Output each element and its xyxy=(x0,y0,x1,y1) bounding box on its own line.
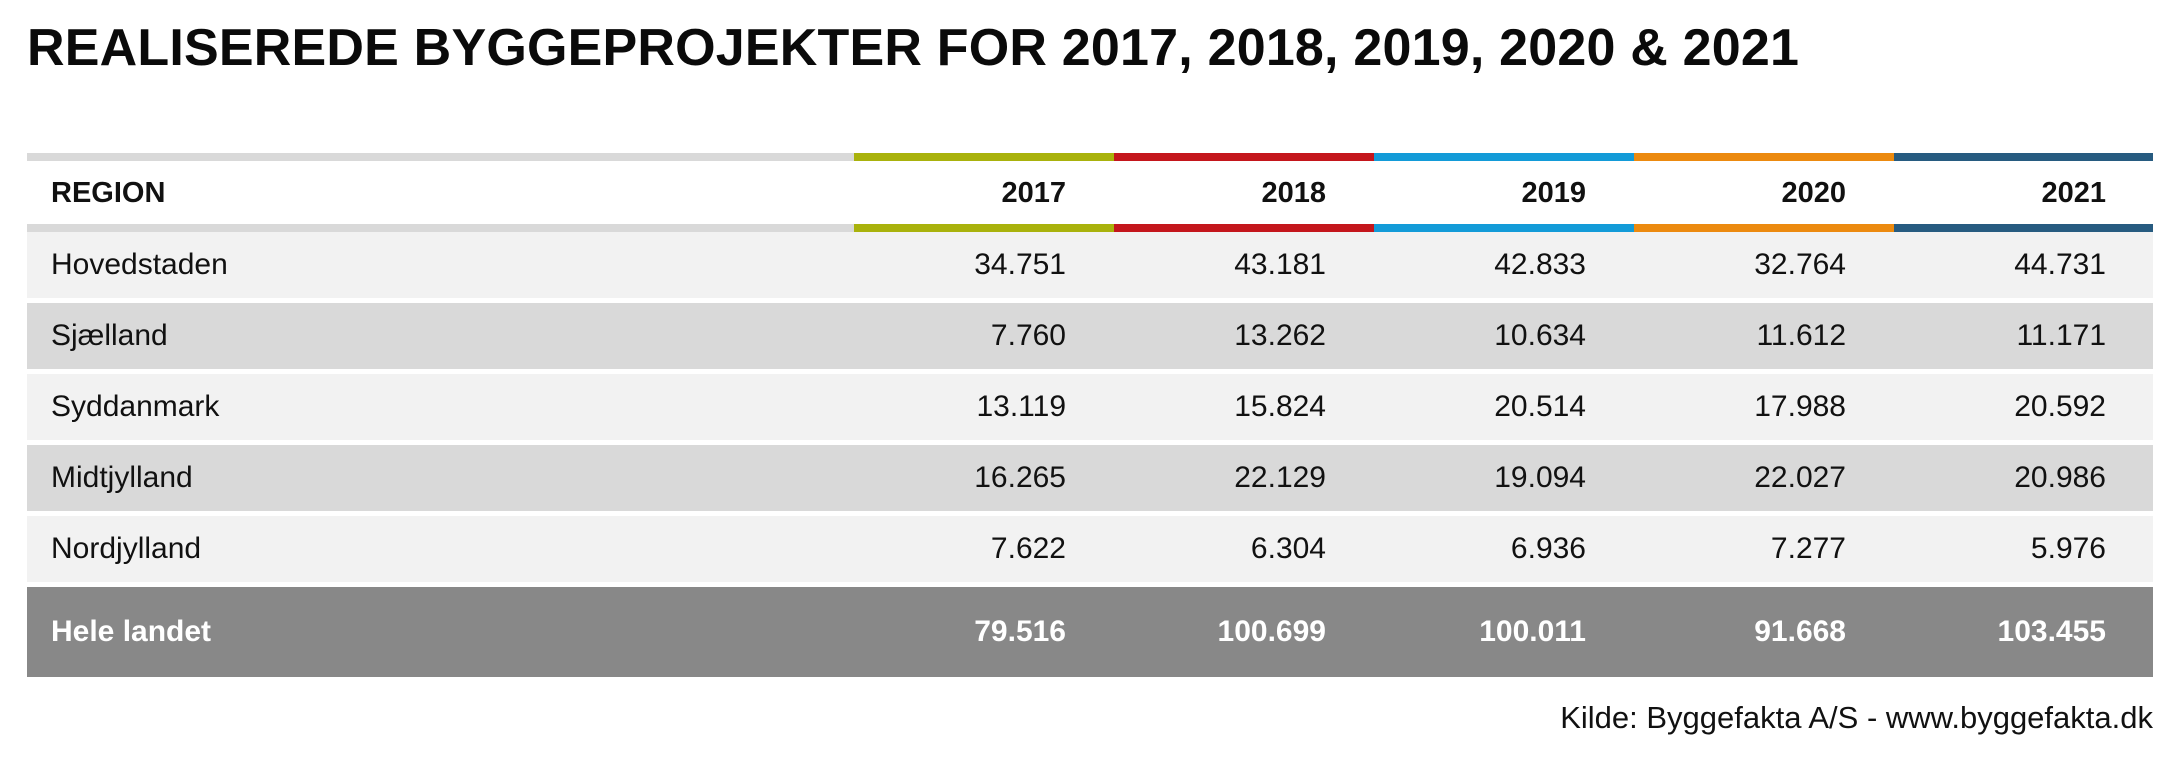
value-cell-2018: 6.304 xyxy=(1250,532,1326,565)
table-row: Hovedstaden 34.751 43.181 42.833 32.764 44.73… xyxy=(27,232,2153,298)
region-cell: Syddanmark xyxy=(51,390,220,423)
value-cell-2020: 2020 xyxy=(1781,177,1846,209)
header-row: REGION 2017 2018 2019 2020 2021 xyxy=(27,161,2153,226)
value-cell-2019: 10.634 xyxy=(1494,319,1586,352)
value-cell-2020: 11.612 xyxy=(1756,319,1846,352)
value-cell-2020: 17.988 xyxy=(1754,390,1846,423)
header-top-bar xyxy=(27,153,2153,161)
header-top-bar-segment-2021 xyxy=(1894,153,2153,161)
value-cell-2017: 79.516 xyxy=(974,615,1066,648)
region-cell: Midtjylland xyxy=(51,461,193,494)
value-cell-2019: 42.833 xyxy=(1494,248,1586,281)
source-note: Kilde: Byggefakta A/S - www.byggefakta.d… xyxy=(1560,700,2153,735)
value-cell-2020: 7.277 xyxy=(1770,532,1846,565)
table-row: Sjælland 7.760 13.262 10.634 11.612 11.171 xyxy=(27,303,2153,369)
value-cell-2018: 22.129 xyxy=(1234,461,1326,494)
table-row: Midtjylland 16.265 22.129 19.094 22.027 20.98… xyxy=(27,445,2153,511)
value-cell-2021: 20.592 xyxy=(2014,390,2106,423)
header-top-bar-segment-2018 xyxy=(1114,153,1374,161)
header-bottom-bar xyxy=(27,224,2153,232)
value-cell-2020: 91.668 xyxy=(1754,615,1846,648)
value-cell-2021: 44.731 xyxy=(2014,248,2106,281)
value-cell-2020: 22.027 xyxy=(1754,461,1846,494)
value-cell-2021: 2021 xyxy=(2041,177,2106,209)
header-bottom-bar-segment-2020 xyxy=(1634,224,1894,232)
region-cell: Hovedstaden xyxy=(51,248,228,281)
value-cell-2018: 13.262 xyxy=(1234,319,1326,352)
value-cell-2017: 7.760 xyxy=(990,319,1066,352)
value-cell-2017: 34.751 xyxy=(974,248,1066,281)
value-cell-2021: 5.976 xyxy=(2030,532,2106,565)
region-cell: Nordjylland xyxy=(51,532,202,565)
region-cell: Hele landet xyxy=(51,615,212,648)
value-cell-2019: 2019 xyxy=(1521,177,1586,209)
header-top-bar-segment-region xyxy=(27,153,854,161)
table-row: Nordjylland 7.622 6.304 6.936 7.277 5.976 xyxy=(27,516,2153,582)
region-cell: REGION xyxy=(51,177,166,209)
value-cell-2019: 19.094 xyxy=(1494,461,1586,494)
value-cell-2021: 11.171 xyxy=(2016,319,2106,352)
region-cell: Sjælland xyxy=(51,319,168,352)
header-top-bar-segment-2020 xyxy=(1634,153,1894,161)
value-cell-2021: 103.455 xyxy=(1997,615,2106,648)
total-row: Hele landet 79.516 100.699 100.011 91.668 103… xyxy=(27,587,2153,677)
table-row: Syddanmark 13.119 15.824 20.514 17.988 20.592 xyxy=(27,374,2153,440)
value-cell-2021: 20.986 xyxy=(2014,461,2106,494)
header-top-bar-segment-2017 xyxy=(854,153,1114,161)
header-bottom-bar-segment-2018 xyxy=(1114,224,1374,232)
value-cell-2019: 20.514 xyxy=(1494,390,1586,423)
header-bottom-bar-segment-region xyxy=(27,224,854,232)
value-cell-2018: 43.181 xyxy=(1234,248,1326,281)
value-cell-2018: 2018 xyxy=(1261,177,1326,209)
value-cell-2018: 15.824 xyxy=(1234,390,1326,423)
value-cell-2017: 13.119 xyxy=(976,390,1066,423)
value-cell-2019: 6.936 xyxy=(1510,532,1586,565)
page-title: REALISEREDE BYGGEPROJEKTER FOR 2017, 201… xyxy=(27,19,1800,77)
value-cell-2018: 100.699 xyxy=(1217,615,1326,648)
value-cell-2017: 16.265 xyxy=(974,461,1066,494)
value-cell-2019: 100.011 xyxy=(1479,615,1586,648)
header-bottom-bar-segment-2021 xyxy=(1894,224,2153,232)
header-bottom-bar-segment-2017 xyxy=(854,224,1114,232)
value-cell-2017: 2017 xyxy=(1001,177,1066,209)
value-cell-2017: 7.622 xyxy=(990,532,1066,565)
value-cell-2020: 32.764 xyxy=(1754,248,1846,281)
header-bottom-bar-segment-2019 xyxy=(1374,224,1634,232)
header-top-bar-segment-2019 xyxy=(1374,153,1634,161)
